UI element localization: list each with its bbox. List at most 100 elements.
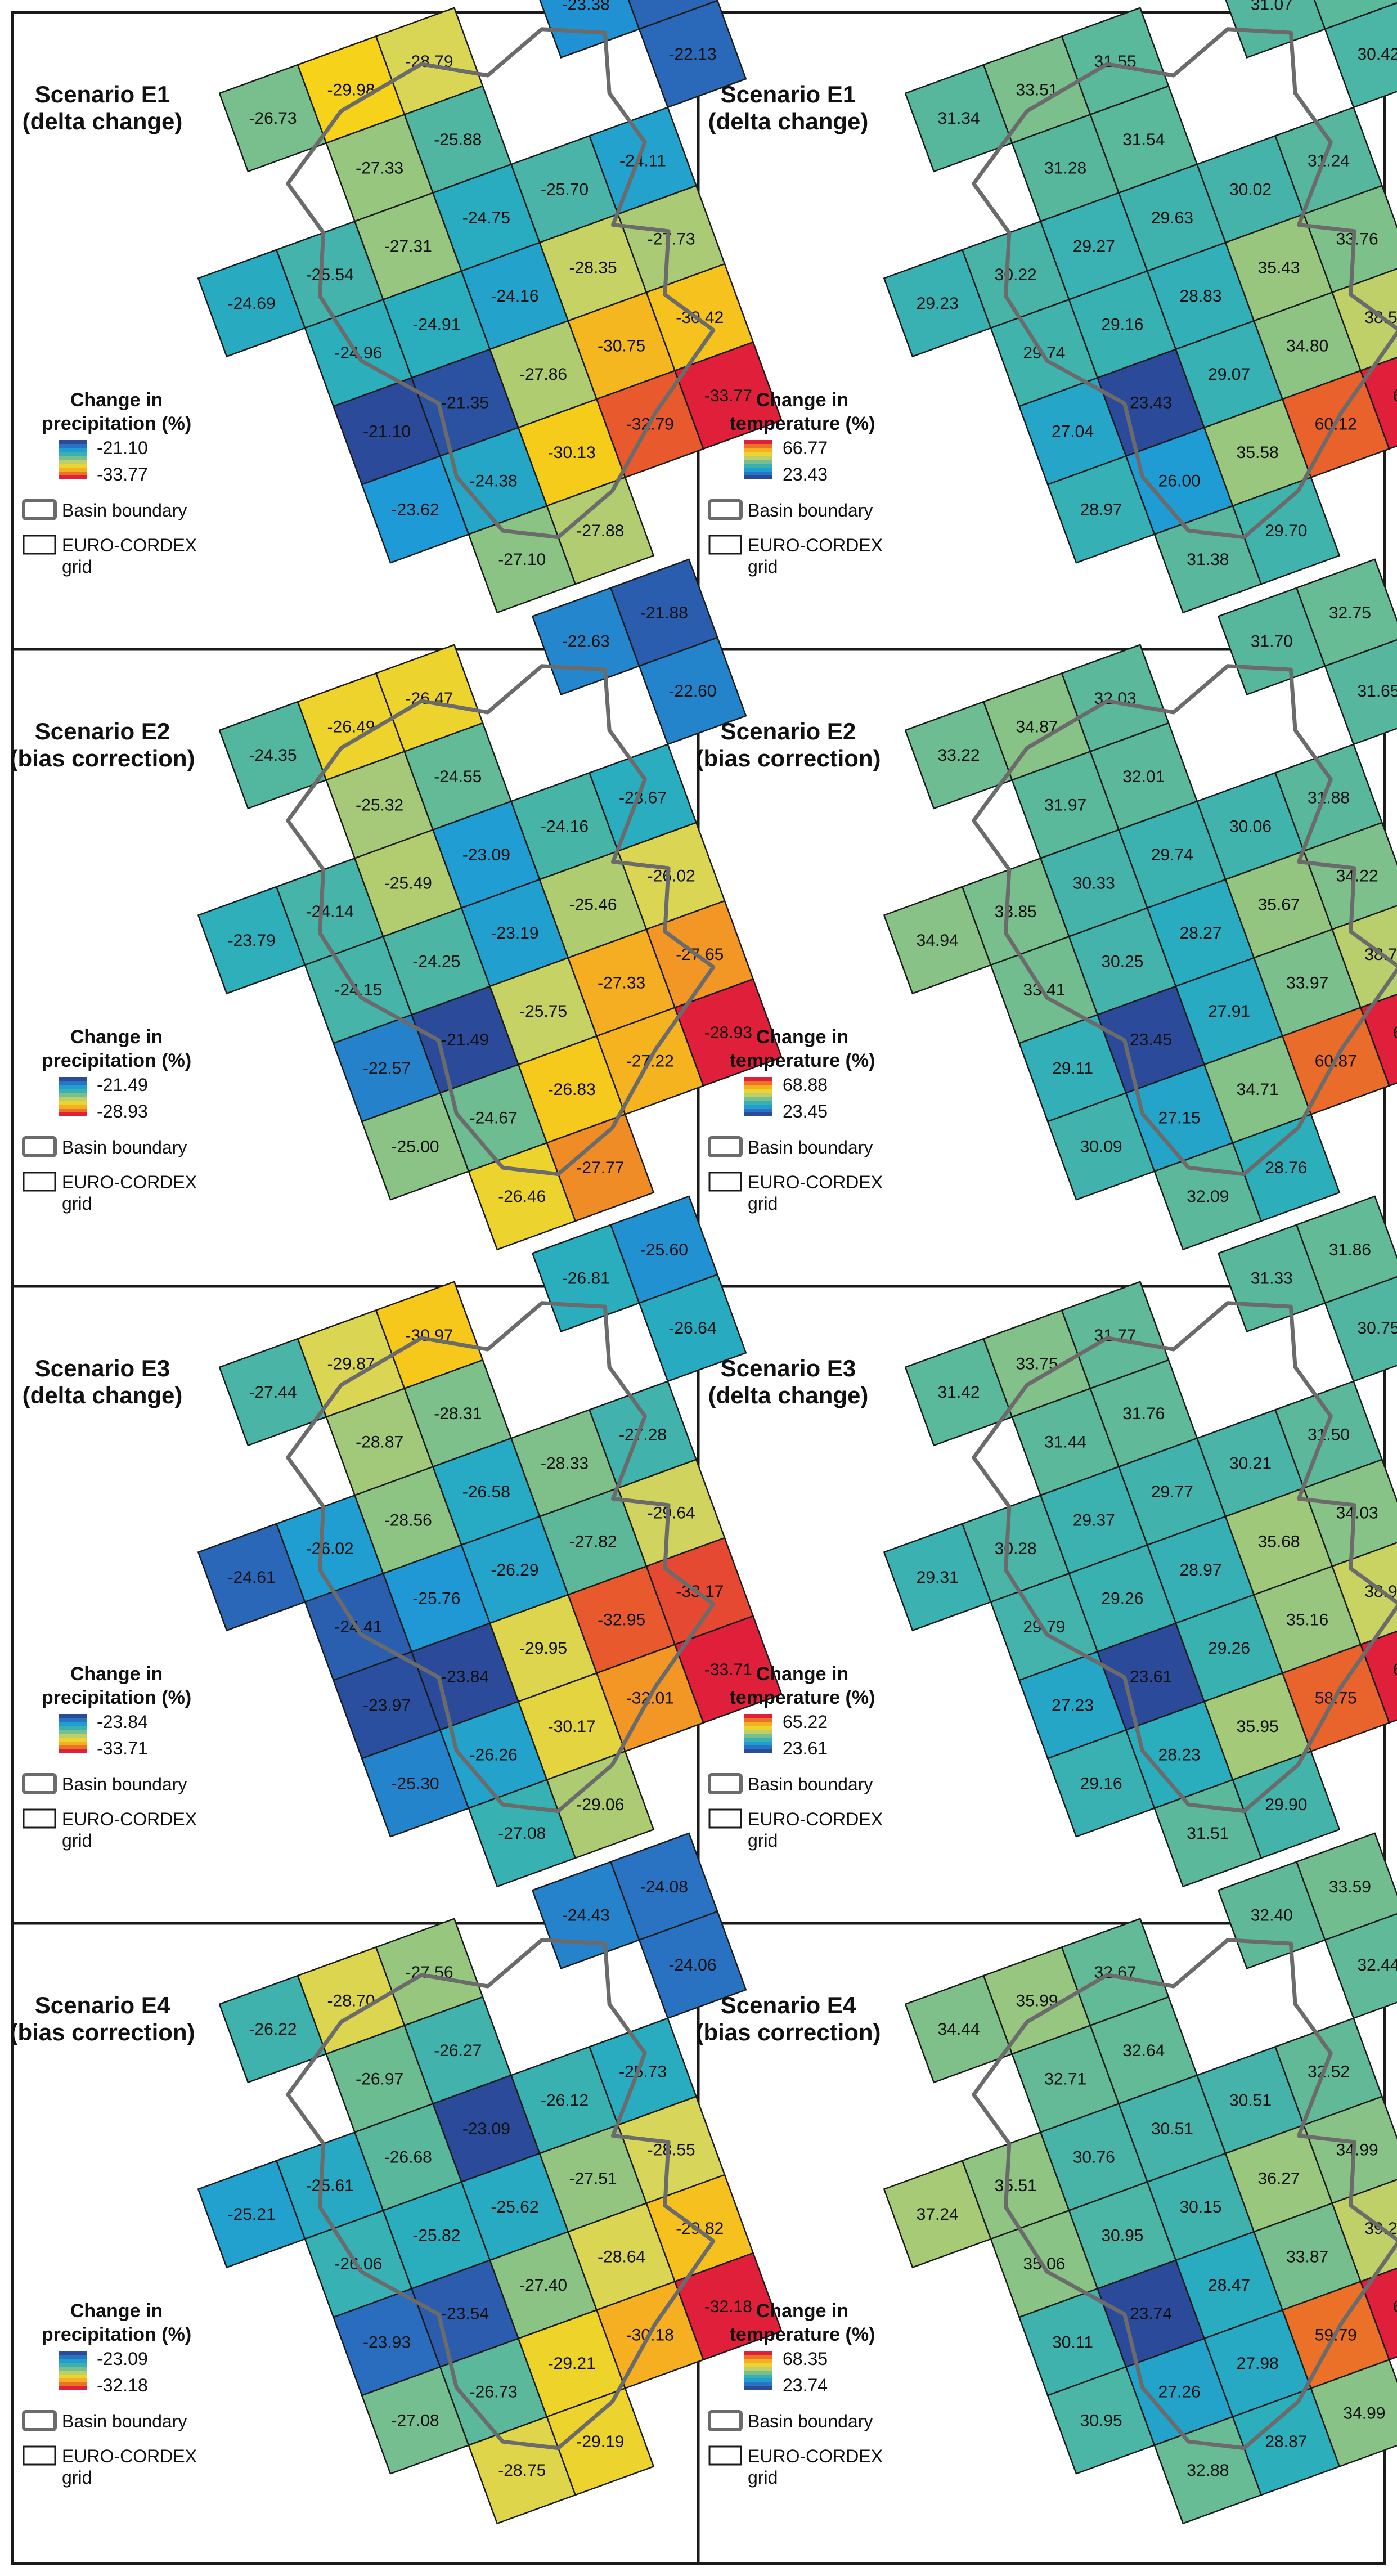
cell-value-label: -25.54	[306, 266, 354, 284]
grid-cell	[1302, 822, 1397, 931]
legend-color-ramp	[744, 460, 772, 464]
legend-color-ramp	[59, 1097, 87, 1101]
legend-color-ramp	[744, 1718, 772, 1722]
cell-value-label: -25.46	[569, 895, 617, 914]
legend-color-ramp	[59, 440, 87, 444]
cell-value-label: 30.51	[1151, 2120, 1193, 2138]
cell-value-label: -27.88	[576, 522, 624, 540]
cell-value-label: 31.28	[1044, 159, 1086, 177]
legend-color-ramp	[59, 2371, 87, 2375]
cell-value-label: 30.75	[1357, 1319, 1397, 1338]
legend-color-ramp	[59, 2378, 87, 2382]
cell-value-label: -26.22	[249, 2020, 297, 2039]
legend-max-value: 66.77	[783, 438, 828, 458]
scenario-title: Scenario E4	[35, 1992, 170, 2018]
cell-value-label: -27.40	[519, 2276, 567, 2295]
cell-value-label: -23.93	[363, 2333, 411, 2351]
cell-value-label: -26.02	[648, 867, 695, 886]
cell-value-label: 35.68	[1258, 1532, 1300, 1551]
cell-value-label: -26.29	[491, 1561, 538, 1579]
grid-cell	[638, 0, 747, 109]
legend-min-value: 23.43	[783, 464, 828, 484]
cell-value-label: 31.86	[1329, 1241, 1371, 1259]
cell-value-label: -29.06	[576, 1796, 624, 1814]
legend-title: Change in	[756, 1026, 848, 1048]
legend-color-ramp	[744, 1093, 772, 1097]
grid-cell	[1324, 1276, 1397, 1383]
legend-min-value: 23.61	[783, 1738, 828, 1758]
cell-value-label: -22.13	[668, 45, 716, 64]
cell-value-label: 30.11	[1052, 2333, 1093, 2351]
legend-title: Change in	[756, 1663, 848, 1685]
cell-value-label: 29.90	[1265, 1796, 1307, 1814]
cell-value-label: -27.65	[676, 945, 724, 964]
cell-value-label: -26.73	[470, 2383, 518, 2402]
cell-value-label: 33.87	[1286, 2247, 1328, 2266]
legend-color-ramp	[744, 2382, 772, 2386]
grid-cell	[1232, 1113, 1341, 1222]
cell-value-label: -23.54	[441, 2305, 489, 2323]
basin-legend-label: Basin boundary	[748, 2411, 873, 2431]
grid-cell	[673, 2252, 783, 2361]
legend-title: Change in	[70, 1026, 163, 1048]
cell-value-label: -24.91	[412, 316, 460, 334]
cell-value-label: -25.32	[356, 796, 403, 814]
legend-title: Change in	[756, 2300, 848, 2322]
grid-legend-label: EURO-CORDEX	[62, 535, 197, 555]
legend-max-value: 65.22	[783, 1712, 828, 1732]
cell-value-label: 30.95	[1080, 2411, 1122, 2430]
cell-value-label: 29.63	[1151, 209, 1193, 227]
cell-value-label: 27.15	[1158, 1109, 1201, 1128]
cell-value-label: -24.43	[562, 1906, 610, 1925]
legend-title: temperature (%)	[730, 1050, 875, 1071]
cell-value-label: -23.97	[363, 1696, 411, 1715]
legend-color-ramp	[59, 1738, 87, 1742]
cell-value-label: 29.26	[1101, 1590, 1143, 1608]
grid-cell	[638, 1273, 747, 1383]
legend-color-ramp	[59, 444, 87, 448]
legend-max-value: 68.88	[783, 1075, 828, 1095]
legend-title: temperature (%)	[730, 1687, 875, 1708]
map-panel-5: -27.44-29.87-30.97-26.81-25.60-28.87-28.…	[22, 1195, 783, 1888]
legend-color-ramp	[59, 2359, 87, 2363]
cell-value-label: -22.63	[562, 632, 610, 651]
legend-color-ramp	[744, 1085, 772, 1089]
grid-cell	[1310, 2359, 1397, 2468]
basin-legend-swatch	[708, 2410, 743, 2431]
cell-value-label: 29.16	[1101, 316, 1143, 334]
scenario-method: (bias correction)	[10, 2019, 195, 2045]
cell-value-label: -26.46	[498, 1187, 546, 1206]
legend-color-ramp	[744, 1097, 772, 1101]
grid-legend-swatch	[708, 1808, 742, 1829]
cell-value-label: -30.13	[548, 443, 596, 462]
scenario-title: Scenario E4	[721, 1992, 856, 2018]
cell-value-label: 28.27	[1179, 924, 1221, 943]
legend-color-ramp	[744, 2363, 772, 2367]
grid-legend-label: EURO-CORDEX	[62, 2446, 197, 2466]
basin-boundary-line	[972, 1938, 1397, 2451]
cell-value-label: 32.52	[1308, 2063, 1350, 2081]
cell-value-label: -28.55	[648, 2141, 695, 2160]
cell-value-label: -24.67	[470, 1109, 518, 1128]
cell-value-label: 31.65	[1357, 682, 1397, 701]
legend-color-ramp	[744, 1722, 772, 1726]
cell-value-label: 27.91	[1208, 1002, 1250, 1021]
legend-color-ramp	[744, 475, 772, 479]
cell-value-label: 32.44	[1357, 1956, 1397, 1974]
basin-boundary-line	[286, 1938, 716, 2451]
map-panel-1: -26.73-29.98-28.79-23.38-22.02-27.33-25.…	[22, 0, 783, 614]
cell-value-label: -25.30	[392, 1774, 439, 1793]
grid-cell	[1331, 1542, 1397, 1646]
cell-value-label: -28.31	[434, 1404, 482, 1423]
legend-color-ramp	[744, 2375, 772, 2378]
legend-color-ramp	[59, 1742, 87, 1745]
cell-value-label: -27.08	[392, 2411, 439, 2430]
legend-min-value: -28.93	[97, 1101, 148, 1121]
cell-value-label: -27.73	[648, 230, 695, 249]
legend-color-ramp	[59, 2355, 87, 2359]
basin-boundary-line	[972, 664, 1397, 1177]
cell-value-label: -27.33	[598, 973, 645, 992]
cell-value-label: 34.99	[1336, 2141, 1378, 2160]
cell-value-label: -21.10	[363, 422, 411, 441]
cell-value-label: 29.37	[1073, 1511, 1115, 1530]
